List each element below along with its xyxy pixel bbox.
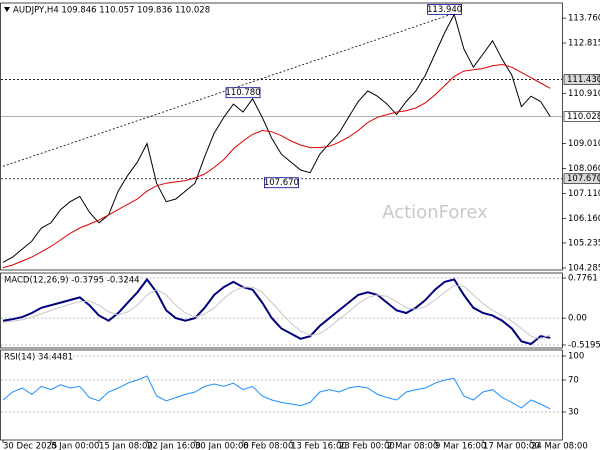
y-tick-label: 113.760 — [568, 14, 600, 24]
y-tick-label: 30 — [568, 408, 579, 418]
price-level-label: 110.028 — [567, 112, 600, 122]
panel-frame — [0, 272, 563, 349]
y-tick-label: 105.235 — [568, 238, 600, 248]
x-tick-label: 9 Mar 16:00 — [435, 442, 486, 450]
y-tick-label: 112.815 — [568, 39, 600, 49]
annotation-label: 110.780 — [225, 88, 260, 98]
panel-frame — [0, 349, 563, 441]
x-tick-label: 23 Feb 00:00 — [339, 442, 395, 450]
price-level-label: 111.430 — [567, 75, 600, 85]
series-line — [2, 285, 551, 340]
y-tick-label: 0.7761 — [568, 274, 598, 284]
symbol-menu-icon[interactable] — [4, 7, 10, 12]
y-tick-label: -0.5195 — [568, 340, 600, 350]
annotation-box — [263, 177, 299, 189]
price-level-box — [563, 74, 600, 85]
annotation-box — [225, 87, 261, 99]
x-tick-label: 30 Jan 00:00 — [195, 442, 249, 450]
trend-line — [2, 12, 455, 167]
annotation-label: 113.940 — [427, 5, 462, 15]
y-tick-label: 110.910 — [568, 89, 600, 99]
y-tick-label: 109.010 — [568, 139, 600, 149]
panel-frame — [0, 2, 563, 271]
series-line — [2, 13, 551, 263]
x-tick-label: 8 Jan 00:00 — [51, 442, 99, 450]
watermark: ActionForex — [382, 202, 488, 223]
panel-title: MACD(12,26,9) -0.3795 -0.3244 — [4, 276, 140, 286]
x-tick-label: 13 Feb 16:00 — [291, 442, 347, 450]
x-tick-label: 17 Mar 00:00 — [483, 442, 540, 450]
y-tick-label: 100 — [568, 352, 584, 362]
y-tick-label: 106.160 — [568, 214, 600, 224]
panel-title: RSI(14) 34.4481 — [4, 353, 73, 363]
annotation-box — [427, 3, 463, 15]
annotation-label: 107.670 — [264, 178, 299, 188]
price-level-box — [563, 111, 600, 122]
y-tick-label: 70 — [568, 376, 579, 386]
y-tick-label: 108.060 — [568, 164, 600, 174]
x-tick-label: 24 Mar 08:00 — [531, 442, 588, 450]
price-level-box — [563, 173, 600, 185]
x-tick-label: 22 Jan 16:00 — [147, 442, 201, 450]
x-tick-label: 2 Mar 08:00 — [387, 442, 438, 450]
x-tick-label: 30 Dec 2025 — [3, 442, 57, 450]
x-tick-label: 15 Jan 08:00 — [99, 442, 153, 450]
panel-title: AUDJPY,H4 109.846 110.057 109.836 110.02… — [13, 6, 210, 16]
y-tick-label: 107.110 — [568, 189, 600, 199]
y-tick-label: 0.00 — [568, 314, 587, 324]
y-tick-label: 104.285 — [568, 263, 600, 273]
series-line — [2, 63, 551, 269]
price-level-label: 107.670 — [567, 174, 600, 184]
series-line — [2, 277, 551, 346]
x-tick-label: 6 Feb 08:00 — [243, 442, 293, 450]
series-line — [2, 375, 551, 410]
